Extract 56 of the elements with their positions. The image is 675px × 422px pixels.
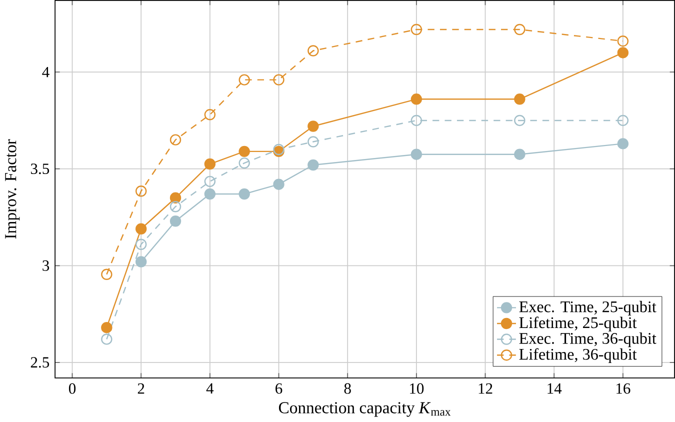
point (308, 159, 319, 171)
point (410, 114, 422, 126)
point (273, 74, 284, 86)
legend-label: Lifetime, 36-qubit (519, 348, 637, 364)
legend-label: Exec. Time, 36-qubit (519, 332, 656, 348)
point (204, 176, 216, 188)
x-tick-label: 6 (276, 383, 282, 394)
point (273, 178, 284, 190)
x-tick-label: 8 (344, 383, 351, 394)
point (135, 223, 147, 234)
point (410, 94, 422, 105)
x-tick-label: 14 (548, 383, 562, 394)
point (135, 186, 147, 197)
y-tick-label: 2.5 (30, 357, 50, 368)
x-tick-label: 4 (206, 383, 214, 394)
point (135, 238, 147, 250)
y-tick-label: 4 (42, 66, 50, 78)
point (204, 188, 216, 200)
y-tick-label: 3.5 (30, 164, 50, 174)
point (514, 94, 526, 105)
x-tick-label: 2 (138, 383, 144, 394)
x-tick-label: 16 (616, 383, 630, 394)
point (308, 136, 319, 148)
legend-label: Exec. Time, 25-qubit (519, 300, 656, 316)
y-axis-title: Improv. Factor (5, 139, 20, 239)
point (101, 268, 112, 280)
point (170, 192, 182, 204)
point (238, 146, 250, 158)
point (170, 201, 182, 212)
point (514, 114, 526, 126)
x-tick-label: 12 (478, 383, 492, 394)
legend-label: Lifetime, 25-qubit (519, 316, 637, 332)
point (308, 45, 319, 56)
point (170, 216, 182, 227)
point (617, 36, 629, 47)
point (204, 158, 216, 170)
x-tick-label: 10 (410, 383, 424, 394)
point (617, 47, 629, 58)
point (410, 148, 422, 160)
point (238, 74, 250, 86)
point (617, 114, 629, 126)
x-tick-label: 0 (68, 383, 76, 394)
point (410, 24, 422, 36)
point (170, 134, 182, 146)
point (238, 157, 250, 169)
point (238, 188, 250, 200)
point (514, 148, 526, 160)
point (514, 24, 526, 36)
x-axis-title: Connection capacity K$_{max}$ (278, 402, 451, 417)
y-tick-label: 3 (42, 260, 50, 271)
point (101, 322, 112, 334)
point (617, 138, 629, 150)
point (204, 109, 216, 120)
point (308, 120, 319, 132)
point (101, 334, 112, 345)
point (135, 256, 147, 268)
